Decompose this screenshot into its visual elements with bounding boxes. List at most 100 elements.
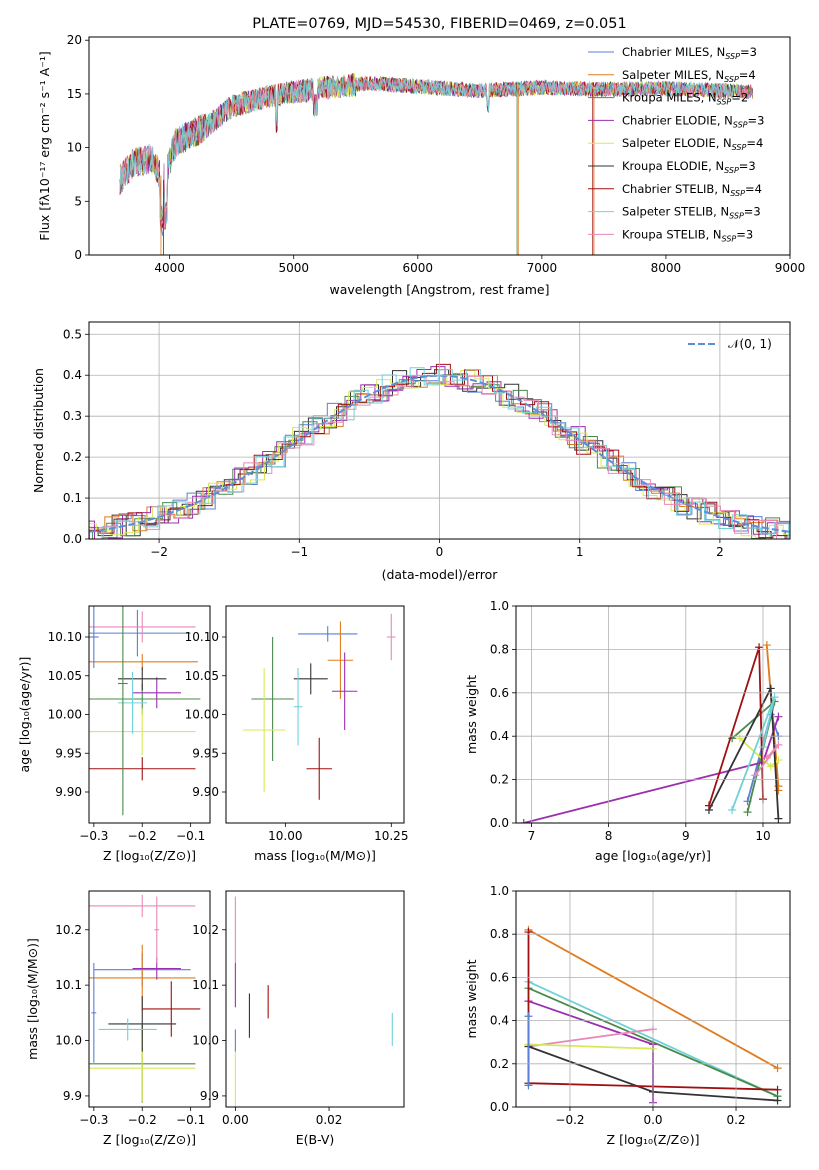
mass-vs-ebv-panel: 0.00 0.02 9.9 10.0 10.1 10.2 E(B-V): [192, 890, 405, 1147]
y-tick-label: 0: [74, 248, 82, 262]
y-tick-label: 9.95: [192, 746, 219, 760]
weight-marker: [766, 684, 775, 693]
weight-marker: [728, 805, 737, 814]
y-tick-label: 0.4: [63, 368, 82, 382]
error-bar-point: [89, 708, 196, 755]
error-bar-point: [306, 737, 332, 800]
weight-vs-z-panel: −0.2 0.0 0.2 0.0 0.2 0.4 0.6 0.8 1.0 Z [log₁₀(Z/Z…: [464, 884, 791, 1147]
y-tick-label: 9.9: [63, 1089, 82, 1103]
error-bar-point: [142, 981, 201, 1037]
weight-marker: [762, 641, 771, 650]
x-tick-label: 7000: [527, 261, 558, 275]
x-tick-label: 5000: [278, 261, 309, 275]
error-bar-point: [387, 613, 396, 661]
y-tick-label: 9.90: [55, 785, 82, 799]
y-tick-label: 10.10: [48, 630, 82, 644]
y-tick-label: 0.5: [63, 327, 82, 341]
weight-marker: [773, 1085, 782, 1094]
y-axis-label: mass weight: [464, 675, 479, 754]
weight-marker: [773, 1064, 782, 1073]
legend-entry: 𝒩(0, 1): [728, 337, 772, 351]
weight-marker: [774, 712, 783, 721]
weight-marker: [762, 753, 771, 762]
weight-vs-age-plot-area: [519, 641, 783, 823]
y-axis-label: mass weight: [464, 959, 479, 1038]
y-tick-label: 20: [67, 33, 82, 47]
weight-marker: [524, 928, 533, 937]
weight-vs-age-panel: 7 8 9 10 0.0 0.2 0.4 0.6 0.8 1.0 age [log₁₀(age/yr…: [464, 599, 791, 863]
x-tick-label: −0.2: [555, 1113, 584, 1127]
legend-entry: Salpeter STELIB, NSSP=3: [622, 205, 761, 221]
error-bar-point: [293, 668, 303, 746]
weight-marker: [524, 1081, 533, 1090]
error-bar-point: [298, 626, 358, 642]
y-axis-label: age [log₁₀(age/yr)]: [17, 657, 32, 773]
error-bar-point: [89, 654, 198, 670]
legend-entry: Chabrier ELODIE, NSSP=3: [622, 113, 764, 129]
y-axis-label: Flux [fλ10⁻¹⁷ erg cm⁻² s⁻¹ A⁻¹]: [37, 51, 52, 240]
y-tick-label: 10.00: [185, 708, 219, 722]
x-axis-label: Z [log₁₀(Z/Z⊙)]: [103, 848, 196, 863]
legend-entry: Salpeter MILES, NSSP=4: [622, 68, 756, 84]
x-tick-label: 8000: [651, 261, 682, 275]
age-vs-z-plot-area: [89, 606, 201, 816]
x-tick-label: −0.1: [176, 1113, 205, 1127]
x-axis-label: Z [log₁₀(Z/Z⊙)]: [607, 1132, 700, 1147]
figure-title: PLATE=0769, MJD=54530, FIBERID=0469, z=0…: [252, 16, 626, 32]
weight-marker: [751, 771, 760, 780]
x-tick-label: 7: [528, 829, 536, 843]
x-tick-label: 6000: [403, 261, 434, 275]
x-axis-label: mass [log₁₀(M/M⊙)]: [254, 848, 376, 863]
x-axis-label: (data-model)/error: [382, 567, 499, 582]
spectrum-panel: PLATE=0769, MJD=54530, FIBERID=0469, z=0…: [37, 16, 805, 297]
y-tick-label: 9.95: [55, 746, 82, 760]
weight-series-line: [528, 1000, 654, 1103]
legend-entry: Chabrier STELIB, NSSP=4: [622, 182, 762, 198]
y-tick-label: 0.4: [490, 729, 509, 743]
x-tick-label: 4000: [154, 261, 185, 275]
x-tick-label: 0.0: [643, 1113, 662, 1127]
residual-hist-plot-area: [89, 363, 790, 539]
x-tick-label: 0.02: [316, 1113, 343, 1127]
error-bar-point: [118, 606, 128, 816]
y-tick-label: 0.6: [490, 970, 509, 984]
mass-vs-ebv-plot-area: [234, 896, 393, 1107]
y-tick-label: 0.8: [490, 642, 509, 656]
histogram-step: [89, 363, 790, 539]
axes-frame: [88, 890, 211, 1108]
weight-marker: [519, 819, 528, 823]
x-tick-label: −0.2: [128, 829, 157, 843]
x-tick-label: 1: [576, 545, 584, 559]
y-tick-label: 0.2: [490, 773, 509, 787]
x-tick-label: 9: [682, 829, 690, 843]
age-vs-z-panel: −0.3 −0.2 −0.1 9.90 9.95 10.00 10.05 10.10 Z [lo…: [17, 605, 211, 863]
y-tick-label: 10.10: [185, 630, 219, 644]
x-tick-label: −2: [150, 545, 168, 559]
axes-frame: [515, 890, 791, 1108]
spectrum-line: [119, 76, 741, 225]
axes-frame: [88, 605, 211, 824]
error-bar-point: [327, 621, 354, 699]
spectrum-line: [119, 73, 754, 230]
x-tick-label: 10.00: [268, 829, 302, 843]
weight-marker: [704, 801, 713, 810]
mass-vs-z-plot-area: [89, 894, 201, 1103]
axes-frame: [88, 36, 791, 256]
axes-frame: [225, 605, 405, 824]
y-tick-label: 0.2: [490, 1057, 509, 1071]
x-tick-label: −0.3: [79, 1113, 108, 1127]
y-tick-label: 10.2: [55, 923, 82, 937]
x-axis-label: E(B-V): [296, 1132, 335, 1147]
weight-marker: [524, 1012, 533, 1021]
y-tick-label: 0.0: [63, 532, 82, 546]
error-bar-point: [89, 894, 196, 918]
age-vs-mass-plot-area: [242, 613, 396, 800]
y-tick-label: 10.0: [55, 1034, 82, 1048]
error-bar-point: [293, 663, 328, 695]
histogram-step: [89, 367, 790, 539]
x-tick-label: −0.3: [79, 829, 108, 843]
y-tick-label: 0.1: [63, 491, 82, 505]
legend-entry: Kroupa ELODIE, NSSP=3: [622, 159, 756, 175]
y-tick-label: 10.05: [185, 669, 219, 683]
